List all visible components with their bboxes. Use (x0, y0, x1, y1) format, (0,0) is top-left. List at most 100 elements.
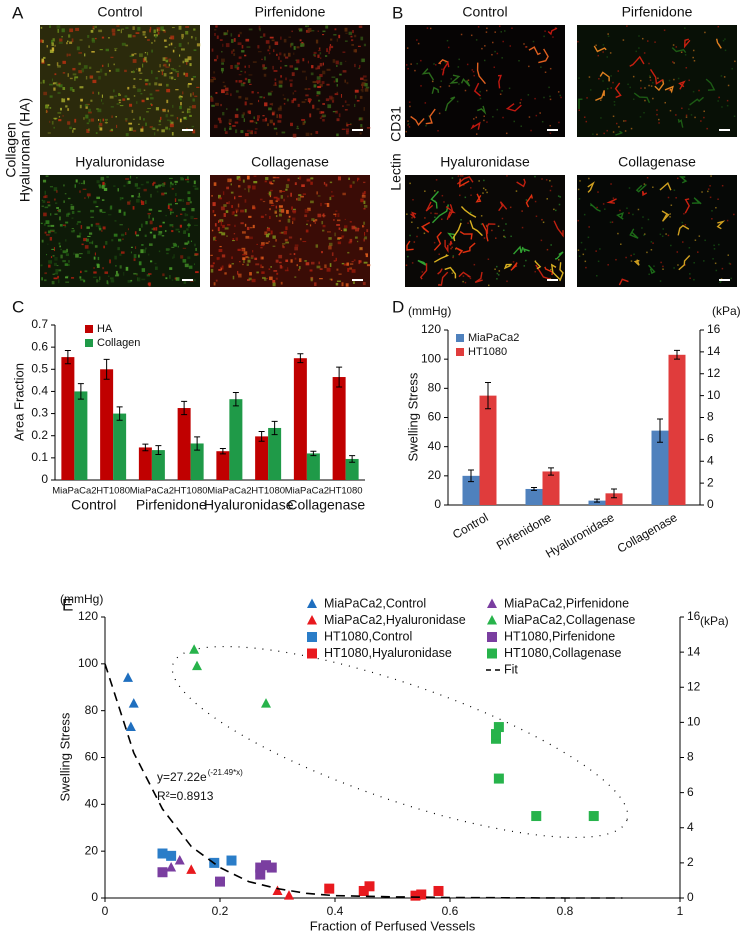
speckle (72, 128, 76, 130)
speckle (249, 83, 252, 85)
speckle (352, 281, 355, 284)
error-bar (64, 349, 71, 365)
speckle (406, 47, 409, 49)
speckle (49, 237, 53, 241)
speckle (452, 255, 455, 257)
vessel (420, 221, 431, 233)
speckle (417, 42, 420, 45)
speckle (235, 210, 238, 214)
speckle (95, 132, 98, 134)
speckle (221, 58, 225, 63)
speckle (363, 208, 366, 210)
speckle (615, 122, 618, 125)
speckle (316, 191, 318, 195)
speckle (328, 237, 332, 240)
speckle (348, 241, 352, 244)
speckle (353, 259, 356, 262)
speckle (652, 97, 654, 100)
speckle (435, 179, 438, 181)
speckle (174, 180, 178, 183)
speckle (659, 280, 662, 282)
speckle (263, 33, 266, 37)
speckle (272, 180, 275, 182)
speckle (178, 43, 182, 47)
speckle (133, 78, 136, 80)
speckle (464, 89, 467, 92)
speckle (252, 61, 257, 63)
group-label: Hyaluronidase (204, 497, 294, 513)
speckle (108, 69, 111, 72)
panel-letter: D (392, 297, 404, 316)
speckle (240, 83, 245, 87)
speckle (319, 111, 323, 114)
speckle (171, 230, 174, 233)
speckle (279, 52, 282, 56)
speckle (607, 35, 610, 38)
speckle (662, 228, 665, 230)
speckle (352, 181, 355, 184)
speckle (344, 100, 347, 103)
vessel (615, 130, 623, 136)
speckle (672, 61, 674, 63)
speckle (227, 178, 231, 183)
speckle (175, 215, 178, 217)
speckle (362, 225, 364, 228)
speckle (316, 91, 321, 95)
speckle (717, 100, 719, 102)
speckle (169, 184, 172, 188)
speckle (407, 67, 409, 70)
speckle (45, 234, 50, 236)
speckle (431, 80, 434, 83)
speckle (328, 50, 330, 54)
speckle (728, 262, 731, 265)
speckle (45, 220, 50, 224)
speckle (41, 277, 43, 281)
speckle (213, 282, 216, 286)
speckle (345, 32, 348, 34)
speckle (582, 253, 585, 256)
speckle (457, 66, 460, 68)
speckle (273, 49, 275, 53)
speckle (98, 76, 101, 80)
speckle (265, 177, 269, 181)
speckle (306, 178, 311, 182)
speckle (319, 268, 323, 270)
speckle (304, 214, 308, 218)
speckle (243, 118, 246, 122)
image-title: Pirfenidone (622, 4, 693, 20)
speckle (51, 121, 54, 125)
y-tick-label: 0 (41, 472, 48, 486)
speckle (324, 203, 329, 205)
speckle (241, 114, 244, 119)
speckle (649, 75, 651, 77)
speckle (151, 42, 153, 44)
speckle (278, 254, 283, 259)
speckle (416, 62, 418, 65)
speckle (135, 32, 140, 34)
speckle (264, 180, 267, 183)
speckle (306, 220, 310, 222)
speckle (632, 98, 635, 101)
vessel (678, 80, 686, 90)
speckle (156, 190, 159, 193)
speckle (183, 218, 187, 222)
speckle (159, 225, 162, 228)
speckle (268, 240, 270, 243)
speckle (96, 196, 101, 200)
speckle (275, 259, 279, 263)
speckle (318, 99, 321, 102)
speckle (91, 39, 96, 43)
speckle (57, 111, 62, 114)
speckle (83, 279, 86, 283)
speckle (584, 260, 587, 263)
speckle (633, 253, 635, 256)
speckle (647, 40, 649, 42)
speckle (221, 69, 223, 74)
speckle (215, 102, 219, 106)
speckle (295, 59, 297, 61)
speckle (259, 36, 263, 38)
speckle (326, 68, 331, 71)
speckle (90, 216, 94, 218)
speckle (363, 43, 367, 47)
speckle (650, 241, 653, 243)
